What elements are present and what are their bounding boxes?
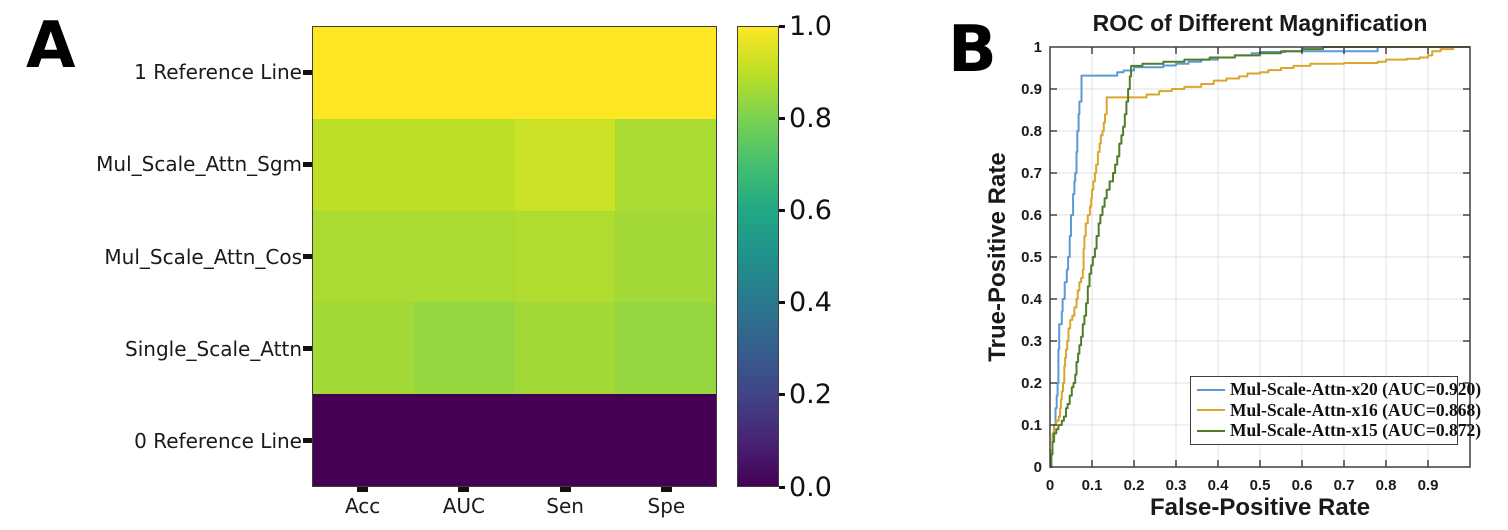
x-tick-label: 0.7	[1334, 477, 1355, 494]
roc-curves	[1050, 46, 1470, 468]
heatmap-cell-0-reference-line-auc	[413, 394, 515, 486]
heatmap-x-tick	[357, 487, 369, 492]
panel-a-label: A	[26, 9, 76, 83]
colorbar-tick	[779, 116, 785, 120]
heatmap-cell-0-reference-line-sen	[514, 394, 616, 486]
heatmap-x-tick	[559, 487, 571, 492]
heatmap-x-tick	[458, 487, 470, 492]
heatmap-column-label: Acc	[344, 494, 381, 518]
x-tick-label: 0.3	[1166, 477, 1187, 494]
heatmap-cell-mul-scale-attn-sgm-sen	[514, 118, 616, 211]
heatmap-y-tick	[303, 346, 312, 352]
heatmap-cell-1-reference-line-acc	[313, 27, 414, 119]
colorbar	[737, 26, 779, 487]
y-tick-label: 0.1	[1021, 417, 1042, 434]
roc-plot: 0 0.1 0.2 0.3 0.4 0.5 0.6 0.7 0.8 0.9 0 0.1 0.2 0.3 0.…	[1021, 39, 1471, 494]
roc-title: ROC of Different Magnification	[1092, 10, 1428, 36]
colorbar-tick	[779, 485, 785, 489]
heatmap-row-label: 1 Reference Line	[134, 60, 302, 85]
y-tick-label: 0.7	[1021, 165, 1042, 182]
x-tick-label: 0.4	[1208, 477, 1230, 494]
x-tick-label: 0	[1046, 477, 1054, 494]
colorbar-tick	[779, 301, 785, 305]
panel-b-label: B	[948, 13, 997, 87]
x-tick-label: 0.9	[1418, 477, 1439, 494]
heatmap-y-tick	[303, 69, 312, 75]
heatmap	[312, 26, 717, 487]
roc-legend: Mul-Scale-Attn-x20 (AUC=0.920) Mul-Scale-…	[1190, 376, 1481, 445]
heatmap-x-tick	[660, 487, 672, 492]
y-tick-label: 0.2	[1021, 375, 1042, 392]
heatmap-y-tick	[303, 438, 312, 444]
colorbar-tick	[779, 393, 785, 397]
heatmap-cell-mul-scale-attn-sgm-acc	[313, 118, 414, 211]
heatmap-cell-1-reference-line-spe	[615, 27, 716, 119]
heatmap-cell-mul-scale-attn-cos-sen	[514, 210, 616, 303]
heatmap-cell-single-scale-attn-acc	[313, 302, 414, 395]
colorbar-tick-label: 0.6	[789, 194, 832, 226]
colorbar-tick	[779, 208, 785, 212]
legend-item: Mul-Scale-Attn-x15 (AUC=0.872)	[1197, 422, 1481, 440]
heatmap-row-label: 0 Reference Line	[134, 428, 302, 453]
legend-item: Mul-Scale-Attn-x20 (AUC=0.920)	[1197, 381, 1481, 399]
heatmap-cell-0-reference-line-spe	[615, 394, 716, 486]
legend-item-label: Mul-Scale-Attn-x16 (AUC=0.868)	[1230, 399, 1482, 420]
x-tick-label: 0.8	[1376, 477, 1397, 494]
colorbar-tick-label: 0.4	[789, 287, 832, 319]
colorbar-tick	[779, 24, 785, 28]
legend-item: Mul-Scale-Attn-x16 (AUC=0.868)	[1197, 401, 1481, 420]
y-tick-label: 0.5	[1021, 249, 1042, 266]
y-tick-label: 1	[1034, 39, 1042, 56]
heatmap-cell-mul-scale-attn-cos-spe	[615, 210, 716, 303]
heatmap-column-label: AUC	[442, 494, 486, 518]
roc-x-tick-labels: 0 0.1 0.2 0.3 0.4 0.5 0.6 0.7 0.8 0.9	[1046, 477, 1439, 494]
colorbar-tick-label: 1.0	[789, 10, 832, 42]
x-tick-label: 0.5	[1250, 477, 1271, 494]
y-tick-label: 0	[1034, 459, 1042, 476]
roc-y-axis-label: True-Positive Rate	[984, 152, 1011, 362]
x-tick-label: 0.1	[1082, 477, 1103, 494]
legend-line-swatch	[1197, 389, 1225, 392]
heatmap-row-label: Single_Scale_Attn	[125, 336, 302, 361]
y-tick-label: 0.3	[1021, 333, 1042, 350]
x-tick-label: 0.2	[1124, 477, 1145, 494]
roc-axis-ticks	[1050, 47, 1470, 467]
roc-curve-x20	[1050, 46, 1470, 468]
heatmap-y-tick	[303, 254, 312, 259]
y-tick-label: 0.6	[1021, 207, 1042, 224]
roc-curve-x16	[1050, 46, 1470, 468]
colorbar-tick-label: 0.2	[789, 379, 832, 411]
y-tick-label: 0.9	[1021, 81, 1042, 98]
x-tick-label: 0.6	[1292, 477, 1313, 494]
heatmap-row-label: Mul_Scale_Attn_Cos	[104, 244, 302, 269]
heatmap-column-label: Sen	[546, 494, 584, 518]
heatmap-row-label: Mul_Scale_Attn_Sgm	[96, 152, 302, 177]
legend-line-swatch	[1197, 409, 1225, 412]
heatmap-cell-mul-scale-attn-cos-acc	[313, 210, 414, 303]
y-tick-label: 0.8	[1021, 123, 1042, 140]
y-tick-label: 0.4	[1021, 291, 1043, 308]
heatmap-y-tick	[303, 161, 312, 167]
heatmap-cell-mul-scale-attn-cos-auc	[413, 210, 515, 303]
heatmap-column-label: Spe	[647, 494, 686, 518]
heatmap-cell-single-scale-attn-auc	[413, 302, 515, 395]
roc-curve-x15	[1050, 46, 1470, 468]
heatmap-cell-1-reference-line-sen	[514, 27, 616, 119]
legend-item-label: Mul-Scale-Attn-x20 (AUC=0.920)	[1230, 379, 1482, 400]
heatmap-cell-mul-scale-attn-sgm-auc	[413, 118, 515, 211]
heatmap-cell-single-scale-attn-spe	[615, 302, 716, 395]
legend-item-label: Mul-Scale-Attn-x15 (AUC=0.872)	[1230, 420, 1482, 441]
roc-y-tick-labels: 0 0.1 0.2 0.3 0.4 0.5 0.6 0.7 0.8 0.9 1	[1021, 39, 1043, 476]
heatmap-cell-single-scale-attn-sen	[514, 302, 616, 395]
colorbar-tick-label: 0.0	[789, 471, 832, 503]
colorbar-tick-label: 0.8	[789, 102, 832, 134]
roc-x-axis-label: False-Positive Rate	[1149, 494, 1371, 521]
heatmap-cell-mul-scale-attn-sgm-spe	[615, 118, 716, 211]
legend-line-swatch	[1197, 429, 1225, 432]
heatmap-cell-1-reference-line-auc	[413, 27, 515, 119]
heatmap-cell-0-reference-line-acc	[313, 394, 414, 486]
